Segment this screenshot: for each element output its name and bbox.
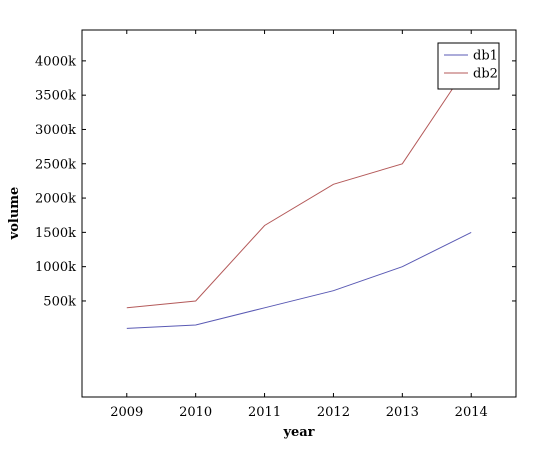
y-tick-label: 500k bbox=[43, 294, 76, 309]
y-tick-label: 2000k bbox=[35, 192, 76, 207]
x-axis: 2009 2010 2011 2012 2013 2014 bbox=[110, 30, 488, 420]
series-line-db2 bbox=[126, 60, 472, 309]
x-tick-label: 2012 bbox=[317, 405, 350, 420]
x-tick-label: 2014 bbox=[455, 405, 488, 420]
x-tick-label: 2013 bbox=[386, 405, 419, 420]
y-tick-label: 4000k bbox=[35, 54, 76, 69]
y-tick-label: 1500k bbox=[35, 226, 76, 241]
y-tick-label: 3000k bbox=[35, 123, 76, 138]
y-tick-label: 3500k bbox=[35, 89, 76, 104]
legend-box bbox=[437, 42, 500, 90]
legend-label-db1: db1 bbox=[473, 49, 498, 64]
y-axis-title: volume bbox=[7, 187, 22, 241]
plot-frame bbox=[81, 29, 517, 398]
x-tick-label: 2009 bbox=[110, 405, 143, 420]
x-tick-label: 2011 bbox=[248, 405, 281, 420]
x-tick-label: 2010 bbox=[179, 405, 212, 420]
y-tick-label: 1000k bbox=[35, 260, 76, 275]
x-axis-title: year bbox=[282, 425, 314, 440]
series-layer bbox=[126, 60, 472, 329]
y-tick-label: 2500k bbox=[35, 157, 76, 172]
legend-label-db2: db2 bbox=[473, 67, 498, 82]
y-axis: 500k 1000k 1500k 2000k 2500k 3000k 3500k 4000k bbox=[35, 54, 516, 309]
series-line-db1 bbox=[126, 231, 472, 329]
